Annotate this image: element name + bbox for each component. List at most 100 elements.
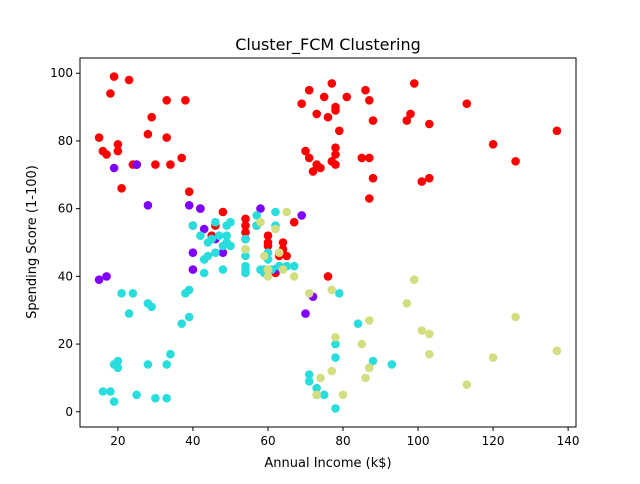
data-point-s3-2 bbox=[259, 251, 269, 261]
data-point-s0-13 bbox=[151, 160, 160, 169]
data-point-s0-62 bbox=[365, 153, 374, 163]
data-point-s2-31 bbox=[218, 265, 228, 274]
data-point-s1-0 bbox=[94, 275, 104, 285]
y-tick-label-5: 100 bbox=[50, 66, 73, 80]
data-point-s0-69 bbox=[417, 177, 427, 186]
y-tick-label-1: 20 bbox=[58, 337, 73, 351]
data-point-s2-27 bbox=[207, 234, 216, 244]
data-point-s3-1 bbox=[256, 217, 265, 227]
data-point-s0-65 bbox=[368, 116, 378, 125]
data-point-s2-68 bbox=[353, 319, 363, 329]
y-axis-label: Spending Score (1-100) bbox=[25, 165, 40, 319]
data-point-s0-14 bbox=[162, 96, 171, 105]
data-point-s0-53 bbox=[331, 106, 340, 115]
chart-title: Cluster_FCM Clustering bbox=[235, 35, 421, 55]
data-point-s0-55 bbox=[331, 143, 340, 152]
data-point-s3-15 bbox=[327, 285, 337, 295]
data-point-s0-36 bbox=[278, 238, 288, 247]
y-tick-label-3: 60 bbox=[58, 202, 73, 216]
data-point-s0-61 bbox=[365, 194, 374, 203]
data-point-s2-63 bbox=[319, 390, 329, 400]
data-point-s0-28 bbox=[241, 228, 250, 237]
data-point-s0-27 bbox=[241, 214, 250, 224]
data-point-s2-21 bbox=[188, 221, 198, 230]
data-point-s2-71 bbox=[387, 360, 397, 369]
data-point-s2-37 bbox=[226, 217, 235, 227]
data-point-s3-25 bbox=[425, 329, 434, 339]
data-point-s0-40 bbox=[301, 146, 310, 156]
data-point-s3-6 bbox=[271, 224, 280, 234]
data-point-s2-4 bbox=[113, 363, 123, 373]
data-point-s0-72 bbox=[462, 99, 472, 108]
data-point-s2-58 bbox=[289, 261, 299, 271]
data-point-s0-58 bbox=[342, 92, 352, 102]
data-point-s1-2 bbox=[109, 163, 119, 173]
data-point-s3-18 bbox=[357, 339, 367, 349]
data-point-s2-67 bbox=[335, 289, 344, 298]
data-point-s2-28 bbox=[211, 217, 220, 227]
data-point-s0-42 bbox=[304, 85, 314, 95]
data-point-s0-24 bbox=[218, 207, 228, 217]
data-point-s2-2 bbox=[109, 397, 119, 406]
data-point-s2-41 bbox=[241, 251, 250, 261]
data-point-s0-70 bbox=[425, 119, 434, 129]
data-point-s0-6 bbox=[113, 140, 123, 149]
data-point-s0-43 bbox=[308, 167, 318, 176]
data-point-s0-11 bbox=[143, 129, 153, 139]
data-point-s0-60 bbox=[361, 85, 370, 95]
data-point-s2-5 bbox=[113, 356, 123, 366]
data-point-s3-16 bbox=[331, 333, 340, 342]
data-point-s2-7 bbox=[124, 309, 134, 318]
plot-frame bbox=[79, 57, 577, 428]
data-point-s0-71 bbox=[425, 173, 434, 183]
data-point-s0-18 bbox=[181, 96, 190, 105]
data-point-s2-61 bbox=[312, 383, 322, 393]
x-tick-label-5: 120 bbox=[482, 434, 505, 448]
data-point-s1-12 bbox=[256, 204, 265, 213]
data-point-s0-30 bbox=[263, 231, 273, 240]
data-point-s0-26 bbox=[241, 221, 250, 230]
data-point-s3-3 bbox=[263, 272, 273, 281]
data-point-s1-11 bbox=[218, 248, 228, 257]
data-point-s2-9 bbox=[132, 390, 141, 400]
x-tick-label-3: 80 bbox=[335, 434, 350, 448]
data-point-s0-0 bbox=[94, 133, 104, 142]
x-axis-label: Annual Income (k$) bbox=[264, 456, 391, 471]
data-point-s2-40 bbox=[241, 261, 250, 271]
data-point-s0-38 bbox=[289, 217, 299, 227]
data-point-s0-50 bbox=[327, 79, 337, 88]
data-point-s1-3 bbox=[132, 160, 141, 169]
data-point-s0-75 bbox=[552, 126, 562, 136]
y-axis: 0 20 40 60 80 100 bbox=[50, 66, 80, 419]
data-point-s0-8 bbox=[124, 75, 134, 85]
data-point-s1-5 bbox=[184, 201, 194, 210]
data-point-s2-29 bbox=[211, 248, 220, 257]
data-point-s0-67 bbox=[406, 109, 415, 119]
data-point-s0-73 bbox=[488, 140, 498, 149]
data-point-s3-19 bbox=[361, 373, 370, 383]
data-point-s3-20 bbox=[365, 316, 374, 325]
data-point-s2-70 bbox=[368, 356, 378, 366]
data-point-s2-36 bbox=[226, 241, 235, 251]
x-tick-label-0: 20 bbox=[110, 434, 125, 448]
data-point-s2-66 bbox=[331, 339, 340, 349]
data-point-s0-4 bbox=[109, 72, 119, 81]
data-point-s1-1 bbox=[102, 272, 111, 281]
data-point-s3-22 bbox=[402, 299, 412, 308]
data-point-s0-59 bbox=[357, 153, 367, 163]
data-point-s2-6 bbox=[117, 289, 126, 298]
data-point-s3-29 bbox=[511, 312, 520, 322]
data-point-s0-17 bbox=[177, 153, 186, 163]
data-point-s0-32 bbox=[263, 238, 273, 247]
data-point-s0-57 bbox=[335, 126, 344, 136]
data-point-s1-9 bbox=[199, 224, 209, 234]
data-point-s3-24 bbox=[417, 326, 427, 335]
data-point-s2-24 bbox=[199, 268, 209, 278]
data-point-s3-13 bbox=[316, 373, 325, 383]
data-point-s0-54 bbox=[331, 150, 340, 159]
data-point-s1-6 bbox=[188, 265, 198, 274]
data-point-s3-11 bbox=[304, 289, 314, 298]
data-point-s0-37 bbox=[282, 251, 292, 261]
